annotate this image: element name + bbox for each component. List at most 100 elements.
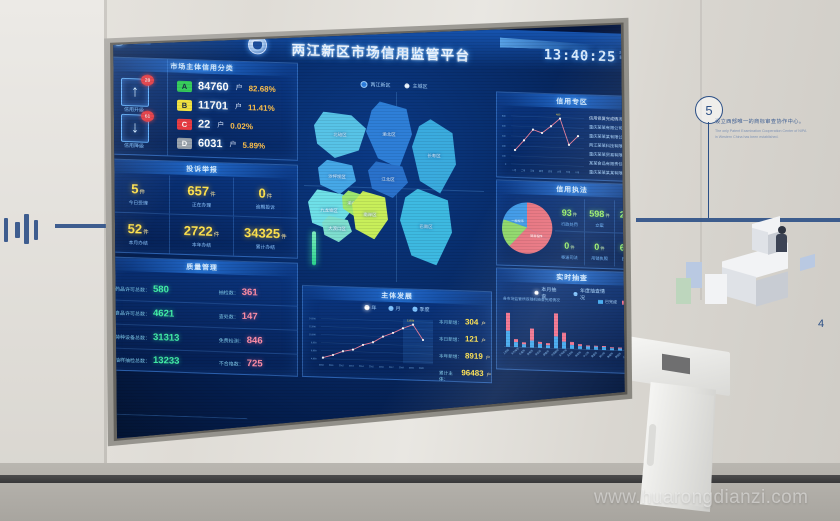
enforcement-cell[interactable]: 93件 行政处罚: [555, 198, 585, 233]
enforcement-cell[interactable]: 598件 立案: [585, 199, 615, 234]
map-legend-item[interactable]: 主城区: [404, 82, 428, 90]
map-region[interactable]: 南岸区: [352, 191, 388, 240]
complaint-cell[interactable]: 0件 逾期投诉: [233, 177, 297, 219]
complaint-value: 5: [131, 181, 139, 197]
tab-month[interactable]: 月: [388, 305, 401, 312]
map-region[interactable]: 巴南区: [400, 188, 452, 266]
wall-graphic-en-text-2: in Western China has been established.: [715, 135, 779, 139]
map-legend-item[interactable]: 两江新区: [360, 80, 391, 89]
svg-text:10,000: 10,000: [309, 334, 316, 336]
complaint-label: 本年办结: [191, 242, 212, 249]
map-region[interactable]: 长寿区: [412, 119, 456, 194]
map-region-label: 北碚区: [333, 131, 347, 138]
complaint-value: 657: [187, 183, 210, 199]
arrow-up-icon: ↑: [131, 83, 139, 101]
growth-panel-title: 主体发展: [303, 285, 491, 306]
map-region[interactable]: 北碚区: [314, 111, 366, 159]
enforcement-unit: 件: [600, 245, 605, 252]
wall-graphic-cn-text: 设立西部唯一的商标审查协作中心。: [715, 119, 805, 125]
credit-trend-line-chart[interactable]: 480 500 400 300 200 100 0 一月 二月 三月 四月 五月 六月 七月…: [500, 108, 586, 177]
svg-text:鱼嘴所: 鱼嘴所: [606, 351, 614, 359]
svg-text:300: 300: [502, 136, 506, 138]
growth-stat: 本日新增： 121 户: [439, 333, 486, 344]
iso-block-white: [705, 274, 727, 304]
quality-right-label: 免费检测：: [218, 337, 244, 345]
credit-grade-row: A 84760 户 82.68%: [177, 80, 276, 95]
map-region[interactable]: 江北区: [368, 161, 408, 198]
map-scale-bar: [312, 231, 316, 266]
grade-value-a: 84760: [198, 80, 229, 94]
growth-stat-value: 96483: [461, 368, 484, 378]
quality-left-label: 药品许可总数：: [115, 286, 151, 294]
svg-text:2016: 2016: [379, 366, 384, 368]
svg-text:三月: 三月: [530, 169, 534, 173]
map-area[interactable]: 北碚区 渝北区 江北区 沙坪坝区 九龙坡区: [304, 89, 484, 287]
tab-quarter[interactable]: 季度: [412, 306, 430, 313]
clock-time: 13:40:25: [543, 47, 616, 66]
credit-downgrade-label: 信用降级: [123, 142, 144, 150]
grade-pct-b: 11.41%: [247, 102, 275, 113]
svg-text:2019: 2019: [409, 367, 414, 369]
enforcement-cell[interactable]: 0件 移送司法: [555, 231, 585, 266]
map-region[interactable]: 渝北区: [366, 101, 412, 169]
quality-right-value: 846: [246, 334, 263, 347]
tab-year[interactable]: 年: [364, 304, 376, 311]
legend-dot-icon: [404, 83, 410, 89]
svg-text:500: 500: [502, 116, 506, 118]
svg-text:双凤桥所: 双凤桥所: [558, 348, 568, 358]
wall-marker-stem: [708, 122, 710, 218]
arrow-down-icon-box: ↓ 61: [121, 110, 154, 143]
complaint-unit: 件: [266, 193, 273, 200]
enforcement-value: 0: [594, 241, 600, 252]
complaint-cell[interactable]: 657件 正在办理: [170, 175, 234, 217]
complaint-cell[interactable]: 5件 今日受理: [113, 173, 171, 215]
map-region-label: 江北区: [381, 176, 395, 183]
svg-text:2012: 2012: [339, 365, 344, 367]
grade-value-c: 22: [198, 118, 211, 131]
arrow-up-icon-box: ↑ 28: [121, 74, 154, 107]
realtime-legend-item[interactable]: 已完成: [598, 299, 617, 306]
quality-left-value: 13233: [153, 354, 180, 367]
svg-text:天宫殿所: 天宫殿所: [550, 347, 560, 357]
quality-right-label: 不合格数：: [218, 360, 244, 368]
enforcement-pie-chart[interactable]: 一般程序 简易程序: [499, 199, 555, 257]
iso-block-green: [676, 278, 691, 304]
wall-graphic-en-text-1: The only Patent Examination Cooperation …: [715, 129, 807, 133]
svg-text:6,000: 6,000: [311, 350, 317, 352]
enforcement-value: 598: [589, 208, 605, 219]
quality-left-value: 31313: [153, 331, 180, 344]
growth-tabs: 年 月 季度: [364, 304, 430, 313]
complaint-value: 52: [127, 220, 143, 237]
complaint-cell[interactable]: 52件 本月办结: [113, 212, 171, 254]
complaint-unit: 件: [143, 229, 149, 236]
enforcement-cell[interactable]: 0件 吊销执照: [585, 232, 615, 267]
arrow-down-icon: ↓: [131, 119, 139, 137]
enforcement-label: 吊销执照: [591, 255, 608, 262]
grade-tag-b: B: [177, 99, 192, 111]
map-region[interactable]: 大渡口区: [322, 216, 352, 243]
complaint-label: 今日受理: [128, 201, 148, 207]
grade-unit-c: 户: [217, 122, 225, 130]
grade-unit-b: 户: [234, 103, 242, 111]
growth-line-chart[interactable]: 13559 14,000 12,000 10,000 8,000 6,000 4,00…: [307, 312, 435, 374]
complaint-cell[interactable]: 2722件 本年办结: [170, 214, 234, 256]
complaint-cell[interactable]: 34325件 累计办结: [234, 217, 297, 258]
growth-stat: 累计主体： 96483 户: [439, 367, 491, 384]
grade-pct-c: 0.02%: [230, 120, 253, 131]
quality-right: 抽检数： 361: [219, 286, 297, 300]
quality-left-label: 抽样抽检总数：: [115, 357, 151, 365]
svg-text:康美所: 康美所: [542, 349, 550, 357]
realtime-panel: 实时抽查 本月抽查 年度抽查情况 各市场监管所双随机抽查完成情况: [496, 267, 636, 375]
tab-dot-icon: [534, 290, 539, 296]
wall-marker-5: 5: [695, 96, 723, 124]
growth-stat-label: 累计主体：: [439, 370, 453, 382]
realtime-bar-chart[interactable]: 人和所 大竹林所 礼嘉所 鸳鸯所 翠云所 康美所 天宫殿所 双凤桥所 玉龙所 悦…: [500, 303, 636, 366]
map-region[interactable]: 沙坪坝区: [318, 159, 356, 194]
growth-stat-label: 本年新增：: [439, 353, 462, 360]
grade-tag-d: D: [177, 137, 192, 149]
quality-left-label: 食品许可总数：: [115, 310, 151, 318]
credit-grade-row: D 6031 户 5.89%: [177, 137, 265, 152]
enforcement-label: 立案: [595, 222, 604, 228]
quality-panel: 质量管理 药品许可总数： 580 抽检数： 361 食品许可总: [113, 256, 298, 377]
tab-dot-icon: [573, 291, 578, 297]
